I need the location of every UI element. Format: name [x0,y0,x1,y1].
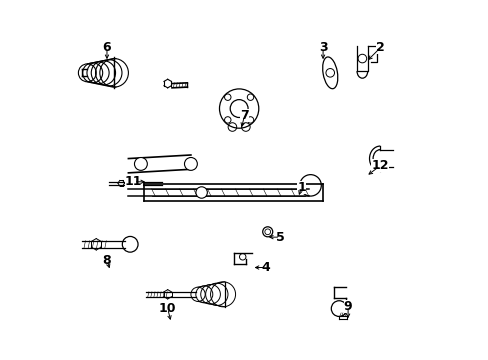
Circle shape [196,187,207,198]
Text: 7: 7 [240,109,248,122]
Circle shape [134,157,147,170]
Text: 10: 10 [159,302,176,315]
Circle shape [184,157,197,170]
Text: 11: 11 [125,175,142,188]
Text: 1: 1 [297,181,305,194]
Text: 5: 5 [275,231,284,244]
Text: 6: 6 [102,41,111,54]
Text: 3: 3 [318,41,327,54]
Text: 4: 4 [261,261,270,274]
Text: 12: 12 [371,159,388,172]
Text: 2: 2 [375,41,384,54]
Text: 9: 9 [343,300,352,313]
Text: 8: 8 [102,254,111,267]
